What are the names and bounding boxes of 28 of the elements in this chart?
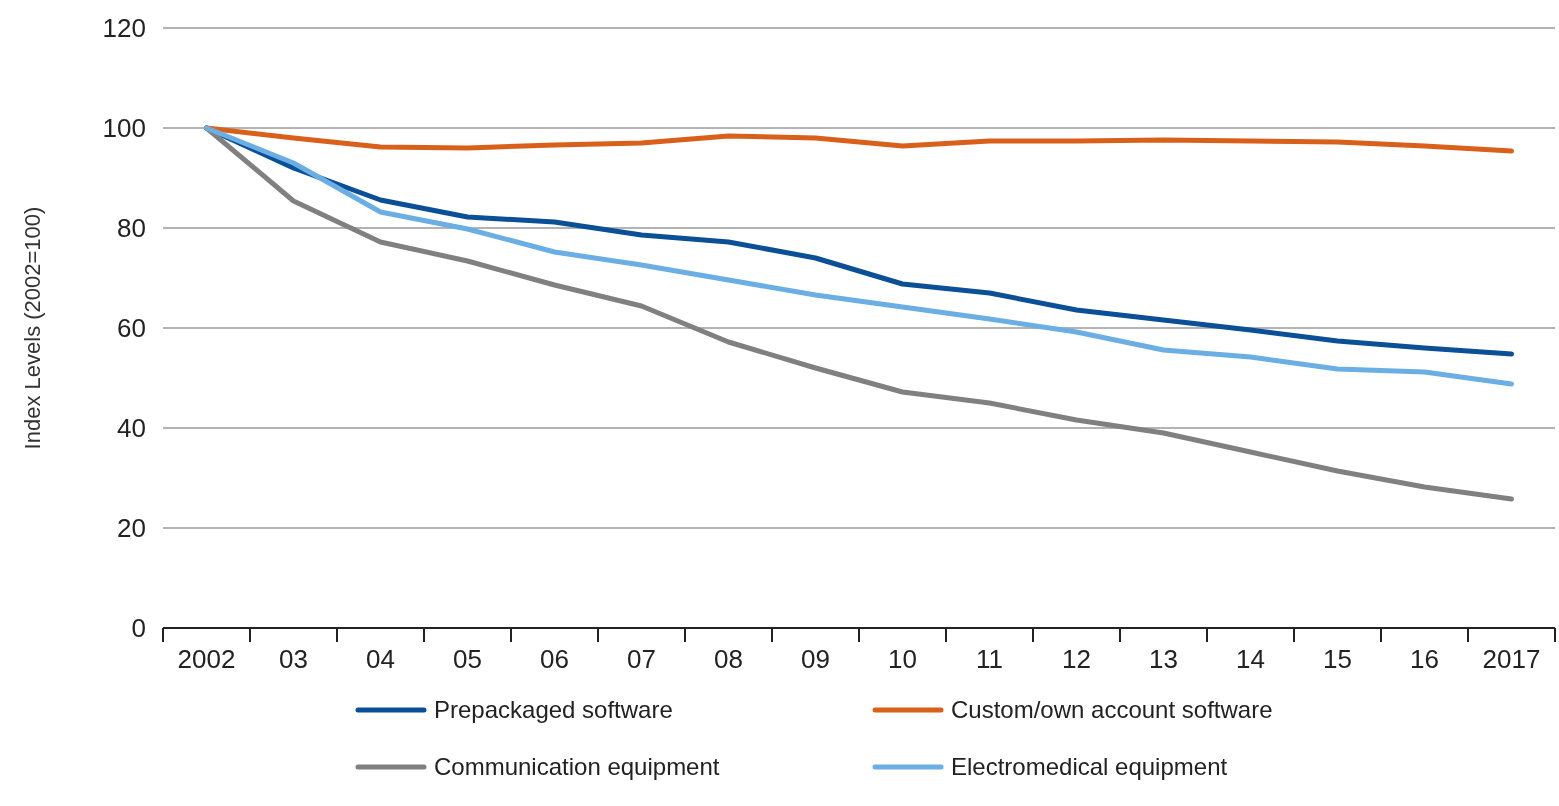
x-tick-label: 11 [976, 644, 1003, 674]
legend-label: Communication equipment [434, 753, 720, 781]
x-tick-label: 07 [627, 644, 656, 674]
x-tick-label: 16 [1410, 644, 1439, 674]
x-tick-label: 2002 [177, 644, 236, 674]
x-tick-label: 06 [540, 644, 569, 674]
y-tick-label: 120 [102, 13, 146, 44]
x-tick-label: 12 [1062, 644, 1091, 674]
legend-label: Electromedical equipment [951, 753, 1228, 781]
x-tick-label: 09 [801, 644, 830, 674]
y-tick-label: 60 [117, 313, 146, 344]
x-tick-label: 2017 [1482, 644, 1541, 674]
x-tick-label: 03 [279, 644, 308, 674]
y-tick-label: 20 [117, 513, 146, 544]
y-axis-title: Index Levels (2002=100) [20, 206, 45, 450]
x-tick-label: 15 [1323, 644, 1352, 674]
x-tick-label: 08 [714, 644, 743, 674]
x-tick-label: 04 [366, 644, 395, 674]
legend-label: Custom/own account software [951, 696, 1273, 724]
x-tick-label: 10 [888, 644, 917, 674]
x-tick-label: 05 [453, 644, 482, 674]
x-tick-label: 13 [1149, 644, 1178, 674]
y-tick-label: 40 [117, 413, 146, 444]
y-tick-label: 0 [131, 613, 146, 644]
y-tick-label: 100 [102, 113, 146, 144]
legend-label: Prepackaged software [434, 696, 673, 724]
x-tick-label: 14 [1236, 644, 1265, 674]
y-tick-label: 80 [117, 213, 146, 244]
